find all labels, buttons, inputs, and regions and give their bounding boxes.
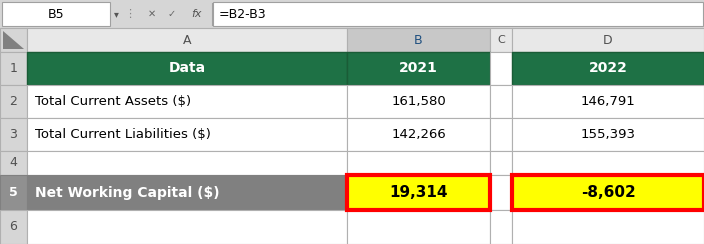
- Bar: [512, 28, 704, 52]
- Bar: [27, 210, 347, 244]
- Bar: [27, 52, 347, 85]
- Text: A: A: [183, 33, 191, 47]
- Bar: [347, 210, 490, 244]
- Polygon shape: [3, 31, 24, 49]
- Text: 155,393: 155,393: [581, 128, 636, 141]
- Bar: [490, 118, 512, 151]
- Bar: [27, 85, 347, 118]
- Bar: [213, 2, 703, 26]
- Bar: [512, 85, 704, 118]
- Text: Data: Data: [168, 61, 206, 75]
- Text: B: B: [414, 33, 423, 47]
- Text: 142,266: 142,266: [391, 128, 446, 141]
- Text: Total Current Assets ($): Total Current Assets ($): [35, 95, 191, 108]
- Bar: [27, 118, 347, 151]
- Text: 1: 1: [10, 62, 18, 75]
- Bar: [347, 52, 490, 85]
- Bar: [512, 210, 704, 244]
- Text: =B2-B3: =B2-B3: [219, 8, 267, 20]
- Bar: [0, 118, 27, 151]
- Bar: [490, 28, 512, 52]
- Bar: [512, 175, 704, 210]
- Bar: [0, 52, 27, 85]
- Text: 4: 4: [10, 156, 18, 170]
- Text: ⋮: ⋮: [125, 9, 136, 19]
- Text: Total Current Liabilities ($): Total Current Liabilities ($): [35, 128, 211, 141]
- Bar: [490, 210, 512, 244]
- Bar: [0, 151, 27, 175]
- Text: 19,314: 19,314: [389, 185, 448, 200]
- Text: C: C: [497, 35, 505, 45]
- Bar: [490, 52, 512, 85]
- Bar: [0, 28, 27, 52]
- Bar: [347, 151, 490, 175]
- Bar: [347, 175, 490, 210]
- Text: D: D: [603, 33, 612, 47]
- Text: ✕: ✕: [148, 9, 156, 19]
- Text: 6: 6: [10, 221, 18, 234]
- Text: 3: 3: [10, 128, 18, 141]
- Text: 5: 5: [9, 186, 18, 199]
- Bar: [512, 52, 704, 85]
- Bar: [512, 151, 704, 175]
- Bar: [490, 151, 512, 175]
- Text: ✓: ✓: [168, 9, 176, 19]
- Bar: [347, 118, 490, 151]
- Bar: [27, 151, 347, 175]
- Bar: [0, 0, 704, 28]
- Bar: [347, 85, 490, 118]
- Text: -8,602: -8,602: [581, 185, 636, 200]
- Bar: [0, 175, 27, 210]
- Text: B5: B5: [48, 8, 64, 20]
- Text: 146,791: 146,791: [581, 95, 636, 108]
- Bar: [2, 2, 110, 26]
- Bar: [0, 210, 27, 244]
- Text: 2022: 2022: [589, 61, 627, 75]
- Bar: [27, 28, 347, 52]
- Bar: [490, 175, 512, 210]
- Bar: [490, 85, 512, 118]
- Text: fx: fx: [191, 9, 201, 19]
- Text: 2: 2: [10, 95, 18, 108]
- Text: 2021: 2021: [399, 61, 438, 75]
- Bar: [0, 85, 27, 118]
- Text: ▾: ▾: [113, 9, 118, 19]
- Text: Net Working Capital ($): Net Working Capital ($): [35, 185, 220, 200]
- Bar: [27, 175, 347, 210]
- Bar: [347, 28, 490, 52]
- Bar: [512, 118, 704, 151]
- Text: 161,580: 161,580: [391, 95, 446, 108]
